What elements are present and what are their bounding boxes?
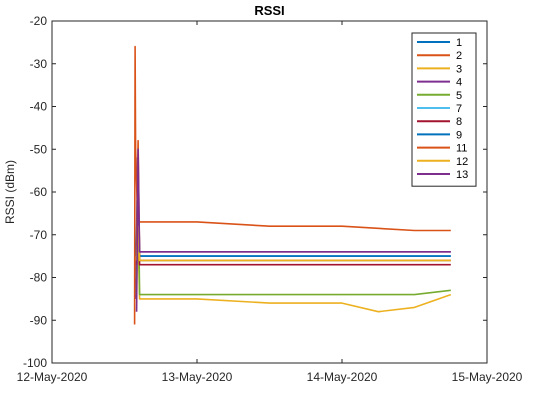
- x-tick-label: 12-May-2020: [17, 370, 88, 384]
- x-tick-label: 14-May-2020: [307, 370, 378, 384]
- legend-label-7: 7: [456, 103, 462, 115]
- legend-label-1: 1: [456, 37, 462, 49]
- x-tick-label: 13-May-2020: [162, 370, 233, 384]
- y-tick-label: -20: [30, 14, 48, 28]
- y-tick-label: -60: [30, 185, 48, 199]
- legend-label-13: 13: [456, 169, 468, 181]
- series-line-13: [135, 148, 451, 312]
- y-tick-label: -50: [30, 142, 48, 156]
- legend-label-8: 8: [456, 116, 462, 128]
- x-tick-label: 15-May-2020: [452, 370, 523, 384]
- legend-label-5: 5: [456, 90, 462, 102]
- y-tick-label: -40: [30, 100, 48, 114]
- y-tick-label: -90: [30, 313, 48, 327]
- y-axis-label: RSSI (dBm): [3, 160, 17, 224]
- legend-label-3: 3: [456, 63, 462, 75]
- y-tick-label: -30: [30, 57, 48, 71]
- legend-label-2: 2: [456, 50, 462, 62]
- legend-label-4: 4: [456, 77, 462, 89]
- series-line-2: [133, 45, 451, 325]
- legend-label-11: 11: [456, 143, 467, 155]
- y-tick-label: -100: [23, 356, 47, 370]
- chart-title: RSSI: [254, 3, 284, 18]
- y-tick-label: -70: [30, 228, 48, 242]
- legend-label-12: 12: [456, 156, 468, 168]
- legend-label-9: 9: [456, 129, 462, 141]
- y-tick-label: -80: [30, 271, 48, 285]
- series-layer: [133, 45, 452, 325]
- series-line-12: [135, 225, 451, 262]
